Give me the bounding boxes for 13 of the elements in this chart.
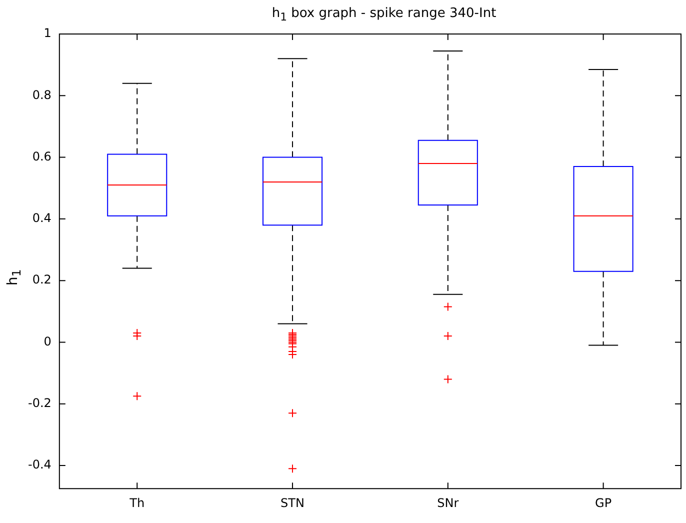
x-tick-label: GP xyxy=(595,496,612,510)
chart-title: h$_{1}$ box graph - spike range 340-Int xyxy=(270,6,498,24)
y-tick-label: 0.6 xyxy=(32,149,52,164)
x-tick-label: Th xyxy=(128,496,145,510)
x-tick-label: SNr xyxy=(437,496,459,510)
x-tick-label: STN xyxy=(280,496,304,510)
y-tick-label: 0 xyxy=(44,334,52,348)
y-tick-label: 0.2 xyxy=(32,272,52,287)
y-tick-label: 1 xyxy=(44,26,52,40)
y-tick-label: -0.4 xyxy=(28,458,52,472)
y-tick-label: -0.2 xyxy=(28,396,52,410)
y-tick-label: 0.8 xyxy=(32,88,52,102)
y-tick-label: 0.4 xyxy=(32,211,52,226)
